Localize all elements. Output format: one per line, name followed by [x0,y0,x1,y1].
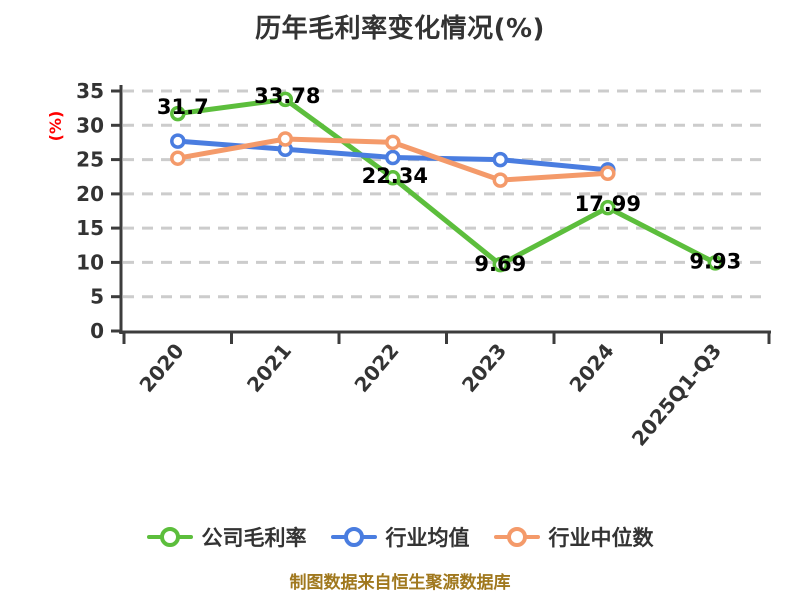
y-tick-label: 25 [76,148,104,172]
x-tick-label: 2023 [457,339,511,397]
y-tick-label: 35 [76,79,104,103]
series-marker-industry-mean [492,151,509,168]
x-tick-label: 2024 [564,339,618,397]
series-marker-industry-median [385,134,401,151]
y-tick-label: 0 [90,319,104,343]
data-label: 9.93 [689,249,741,273]
x-tick-label: 2021 [242,339,296,397]
data-label: 17.99 [575,192,641,216]
y-tick-label: 20 [76,182,104,206]
legend-label: 行业中位数 [548,526,654,550]
legend-item-company-gross-margin[interactable]: 公司毛利率 [146,522,307,552]
data-label: 31.7 [157,95,209,119]
y-axis-title: (%) [46,111,65,142]
chart-legend: 公司毛利率 行业均值 行业中位数 [0,522,800,552]
y-tick-label: 15 [76,216,104,240]
series-marker-industry-median [277,131,294,147]
x-tick-label: 2020 [134,339,188,397]
data-label: 9.69 [474,252,526,276]
series-marker-company-gross-margin [170,105,186,122]
series-marker-company-gross-margin [707,255,724,271]
data-label: 22.34 [362,164,428,188]
legend-label: 行业均值 [385,526,470,550]
legend-line-marker-icon [493,527,540,547]
series-line-company-gross-margin [175,96,718,268]
series-marker-industry-mean [170,133,186,149]
series-marker-company-gross-margin [385,170,401,186]
series-marker-company-gross-margin [492,256,509,273]
legend-line-marker-icon [330,527,377,547]
series-marker-industry-median [492,172,509,188]
legend-item-industry-mean[interactable]: 行业均值 [330,522,470,552]
y-tick-label: 5 [90,285,104,309]
series-marker-company-gross-margin [277,91,294,108]
legend-line-marker-icon [146,527,193,547]
data-label: 33.78 [254,84,320,108]
source-note: 制图数据来自恒生聚源数据库 [289,573,511,593]
series-marker-industry-median [600,165,616,182]
x-tick-label: 2025Q1-Q3 [627,339,726,451]
legend-item-industry-median[interactable]: 行业中位数 [493,522,654,552]
series-marker-industry-mean [385,149,401,166]
y-tick-label: 10 [76,250,104,274]
series-marker-company-gross-margin [600,199,616,216]
series-marker-industry-median [170,150,186,166]
legend-label: 公司毛利率 [201,526,307,550]
chart-title: 历年毛利率变化情况(%) [255,14,545,44]
x-tick-label: 2022 [349,339,403,397]
y-tick-label: 30 [76,113,104,137]
